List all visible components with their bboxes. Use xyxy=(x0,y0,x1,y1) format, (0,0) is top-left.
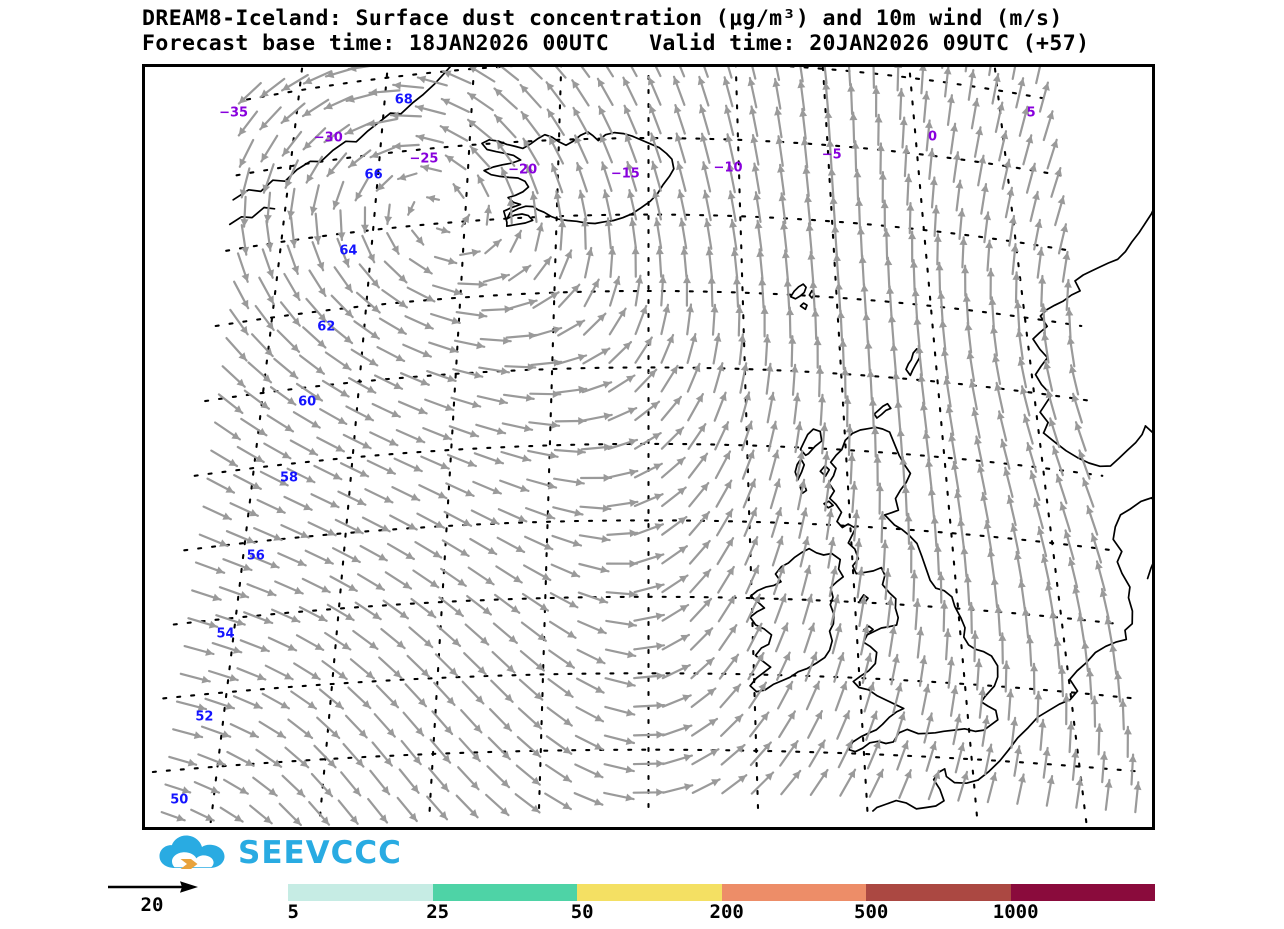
colorbar-tick: 5 xyxy=(287,903,298,923)
graticule-lines xyxy=(153,67,1144,822)
cloud-icon xyxy=(158,834,232,872)
colorbar[interactable] xyxy=(288,884,1155,901)
colorbar-tick: 25 xyxy=(426,903,449,923)
logo-text: SEEVCCC xyxy=(238,838,402,869)
colorbar-segment xyxy=(722,884,867,901)
colorbar-tick: 50 xyxy=(571,903,594,923)
seevccc-logo[interactable]: SEEVCCC xyxy=(158,833,402,873)
wind-reference-vector: 20 xyxy=(106,879,198,915)
wind-arrow-icon xyxy=(106,879,198,895)
colorbar-segment xyxy=(288,884,433,901)
colorbar-tick-labels: 5 25 50 200 500 1000 xyxy=(288,903,1155,929)
wind-scale-label: 20 xyxy=(106,896,198,915)
map-canvas xyxy=(145,67,1152,827)
chart-title-line-1: DREAM8-Iceland: Surface dust concentrati… xyxy=(142,6,1282,31)
wind-vector-field xyxy=(162,67,1142,825)
chart-title-line-2: Forecast base time: 18JAN2026 00UTC Vali… xyxy=(142,31,1282,56)
colorbar-tick: 200 xyxy=(710,903,744,923)
colorbar-segment xyxy=(577,884,722,901)
colorbar-segment xyxy=(433,884,578,901)
colorbar-tick: 500 xyxy=(854,903,888,923)
colorbar-segment xyxy=(866,884,1011,901)
chart-title-block: DREAM8-Iceland: Surface dust concentrati… xyxy=(142,6,1282,56)
colorbar-tick: 1000 xyxy=(993,903,1039,923)
colorbar-segment xyxy=(1011,884,1156,901)
